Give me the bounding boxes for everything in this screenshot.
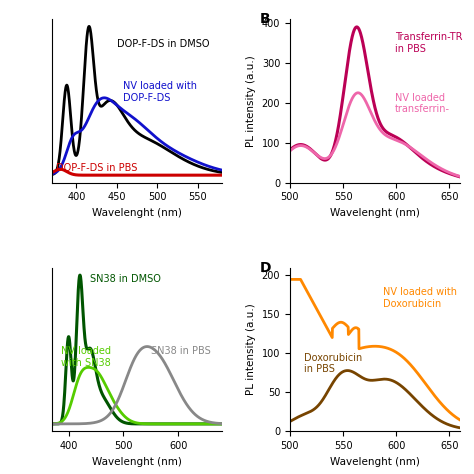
- Text: DOP-F-DS in DMSO: DOP-F-DS in DMSO: [117, 38, 209, 49]
- X-axis label: Wavelenght (nm): Wavelenght (nm): [330, 208, 420, 218]
- X-axis label: Wavelenght (nm): Wavelenght (nm): [92, 208, 182, 218]
- X-axis label: Wavelenght (nm): Wavelenght (nm): [92, 456, 182, 466]
- Text: NV loaded with
DOP-F-DS: NV loaded with DOP-F-DS: [123, 81, 198, 103]
- Text: B: B: [259, 12, 270, 27]
- Text: Doxorubicin
in PBS: Doxorubicin in PBS: [303, 353, 362, 374]
- Text: D: D: [259, 261, 271, 275]
- X-axis label: Wavelenght (nm): Wavelenght (nm): [330, 456, 420, 466]
- Text: SN38 in DMSO: SN38 in DMSO: [90, 274, 160, 284]
- Text: SN38 in PBS: SN38 in PBS: [151, 346, 210, 356]
- Text: NV loaded
with SN38: NV loaded with SN38: [61, 346, 110, 368]
- Y-axis label: PL intensity (a.u.): PL intensity (a.u.): [246, 304, 256, 395]
- Text: NV loaded
transferrin-: NV loaded transferrin-: [395, 92, 450, 114]
- Y-axis label: PL intensity (a.u.): PL intensity (a.u.): [246, 55, 256, 146]
- Text: Transferrin-TR
in PBS: Transferrin-TR in PBS: [395, 32, 463, 54]
- Text: NV loaded with
Doxorubicin: NV loaded with Doxorubicin: [383, 287, 457, 309]
- Text: DOP-F-DS in PBS: DOP-F-DS in PBS: [55, 163, 137, 173]
